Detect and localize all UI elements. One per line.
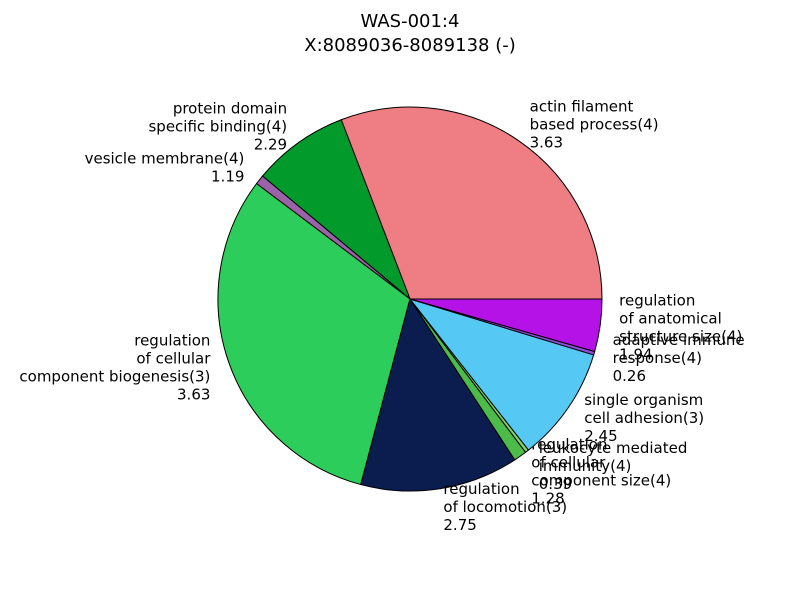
slice-label: response(4) xyxy=(613,349,702,367)
pie-slice xyxy=(217,182,411,486)
slice-label: specific binding(4) xyxy=(148,118,287,136)
slice-label: of locomotion(3) xyxy=(443,498,567,516)
pie-slice xyxy=(408,298,595,451)
slice-label: structure size(4) xyxy=(619,328,742,346)
slice-score: 1.19 xyxy=(211,167,244,185)
slice-label: cell adhesion(3) xyxy=(584,409,704,427)
slice-label: single organism xyxy=(584,391,703,409)
chart-title: WAS-001:4 xyxy=(361,11,460,32)
slice-label: vesicle membrane(4) xyxy=(85,149,245,167)
slice-label: leukocyte mediated xyxy=(539,439,688,457)
pie-slice xyxy=(409,298,603,353)
slice-score: 1.94 xyxy=(619,346,652,364)
slice-label: actin filament xyxy=(530,97,634,115)
slice-label: component biogenesis(3) xyxy=(19,368,210,386)
slice-score: 0.26 xyxy=(613,367,646,385)
slice-label: regulation xyxy=(619,292,695,310)
slice-score: 2.29 xyxy=(254,136,287,154)
slice-label: of cellular xyxy=(531,453,606,471)
pie-slice xyxy=(261,119,412,301)
chart-title: X:8089036-8089138 (-) xyxy=(304,35,515,56)
slice-label: of anatomical xyxy=(619,310,722,328)
slice-label: regulation xyxy=(531,435,607,453)
slice-score: 2.45 xyxy=(584,427,617,445)
slice-label: of cellular xyxy=(136,350,211,368)
slice-label: adaptive immune xyxy=(613,331,745,349)
slice-score: 3.63 xyxy=(530,133,563,151)
pie-slice xyxy=(360,297,516,492)
slice-label: component size(4) xyxy=(531,471,671,489)
slice-score: 3.63 xyxy=(177,386,210,404)
slice-score: 2.75 xyxy=(443,516,476,534)
slice-label: regulation xyxy=(134,332,210,350)
slice-label: immunity(4) xyxy=(539,457,632,475)
slice-score: 1.28 xyxy=(531,489,564,507)
slice-score: 0.39 xyxy=(539,475,572,493)
slice-label: based process(4) xyxy=(530,115,659,133)
pie-slice xyxy=(340,106,603,300)
slice-label: regulation xyxy=(443,480,519,498)
slice-label: protein domain xyxy=(173,100,287,118)
